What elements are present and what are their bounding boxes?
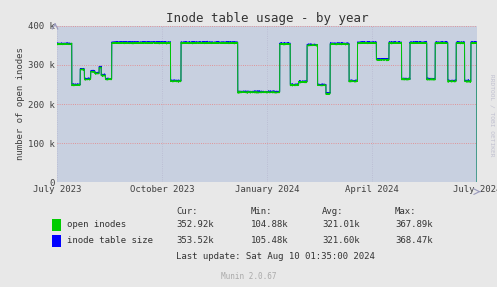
Title: Inode table usage - by year: Inode table usage - by year xyxy=(166,12,368,25)
Text: Max:: Max: xyxy=(395,207,416,216)
Text: 321.01k: 321.01k xyxy=(322,220,360,229)
Y-axis label: number of open inodes: number of open inodes xyxy=(16,48,25,160)
Text: Last update: Sat Aug 10 01:35:00 2024: Last update: Sat Aug 10 01:35:00 2024 xyxy=(176,252,375,261)
Text: Cur:: Cur: xyxy=(176,207,198,216)
Text: Min:: Min: xyxy=(251,207,272,216)
Text: RRDTOOL / TOBI OETIKER: RRDTOOL / TOBI OETIKER xyxy=(490,73,495,156)
Text: 352.92k: 352.92k xyxy=(176,220,214,229)
Text: 104.88k: 104.88k xyxy=(251,220,289,229)
Text: Munin 2.0.67: Munin 2.0.67 xyxy=(221,272,276,281)
Text: 353.52k: 353.52k xyxy=(176,236,214,245)
Text: 367.89k: 367.89k xyxy=(395,220,433,229)
Text: 321.60k: 321.60k xyxy=(322,236,360,245)
Text: Avg:: Avg: xyxy=(322,207,343,216)
Text: 368.47k: 368.47k xyxy=(395,236,433,245)
Text: inode table size: inode table size xyxy=(67,236,153,245)
Text: open inodes: open inodes xyxy=(67,220,126,229)
Text: 105.48k: 105.48k xyxy=(251,236,289,245)
